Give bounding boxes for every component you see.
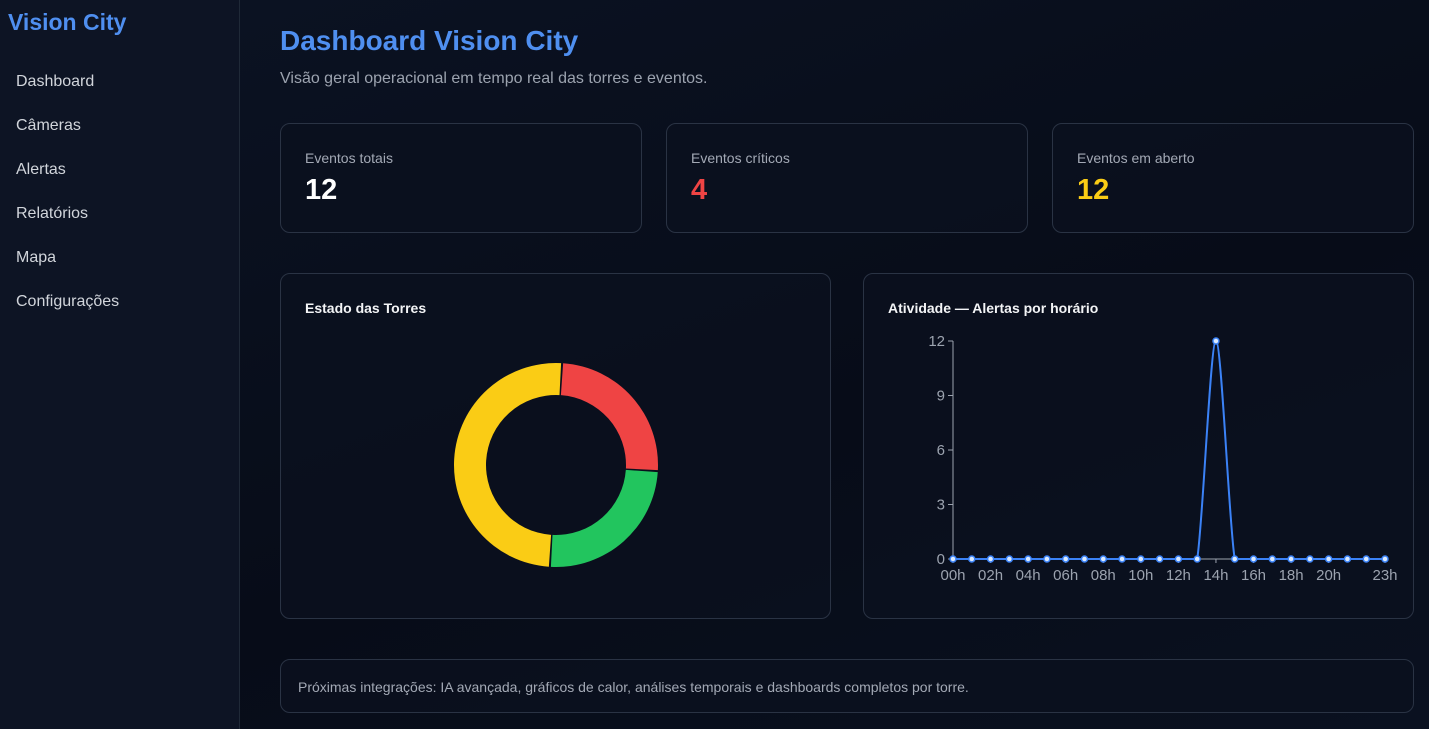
data-point[interactable] xyxy=(1381,555,1389,563)
sidebar-item-dashboard[interactable]: Dashboard xyxy=(16,73,95,90)
x-tick-label: 23h xyxy=(1372,567,1397,584)
x-tick-label: 20h xyxy=(1316,567,1341,584)
main-content: Dashboard Vision City Visão geral operac… xyxy=(240,0,1429,729)
data-point[interactable] xyxy=(1080,555,1089,563)
data-point[interactable] xyxy=(1230,555,1239,563)
data-point[interactable] xyxy=(1249,555,1258,563)
y-tick-label: 9 xyxy=(937,388,945,405)
stat-value: 12 xyxy=(1077,174,1110,206)
y-tick-label: 3 xyxy=(937,497,945,514)
stat-card-critical-events: Eventos críticos 4 xyxy=(666,123,1028,233)
page-title: Dashboard Vision City xyxy=(280,25,579,56)
donut-slice-red[interactable] xyxy=(560,363,658,471)
series-line xyxy=(953,339,1385,560)
donut-slice-green[interactable] xyxy=(550,469,658,567)
sidebar: Vision City Dashboard Câmeras Alertas Re… xyxy=(0,0,240,729)
stat-label: Eventos totais xyxy=(305,150,393,166)
x-tick-label: 14h xyxy=(1203,567,1228,584)
tower-status-panel: Estado das Torres xyxy=(280,273,831,619)
data-point[interactable] xyxy=(1137,555,1145,563)
brand-logo[interactable]: Vision City xyxy=(8,9,127,35)
panel-title: Atividade — Alertas por horário xyxy=(888,300,1099,316)
sidebar-item-map[interactable]: Mapa xyxy=(16,249,57,266)
data-point[interactable] xyxy=(1268,555,1277,563)
line-chart: 0 3 6 9 12 00h 02h 04h 06h 08h 10h 12h 14h 16h 18h 20h 2… xyxy=(928,333,1397,584)
data-point[interactable] xyxy=(1024,555,1032,563)
data-point[interactable] xyxy=(1324,555,1333,563)
x-tick-label: 16h xyxy=(1241,567,1266,584)
x-tick-label: 04h xyxy=(1016,567,1041,584)
x-tick-label: 10h xyxy=(1128,567,1153,584)
sidebar-item-settings[interactable]: Configurações xyxy=(16,293,120,310)
data-point[interactable] xyxy=(986,555,995,563)
donut-slice-yellow[interactable] xyxy=(453,362,562,567)
donut-chart xyxy=(453,362,658,567)
panel-title: Estado das Torres xyxy=(305,300,427,316)
x-tick-label: 18h xyxy=(1279,567,1304,584)
y-tick-label: 6 xyxy=(937,442,945,459)
stat-value: 4 xyxy=(691,174,708,206)
x-tick-label: 00h xyxy=(940,567,965,584)
x-tick-label: 06h xyxy=(1053,567,1078,584)
page-subtitle: Visão geral operacional em tempo real da… xyxy=(280,70,708,87)
data-point[interactable] xyxy=(1362,555,1370,563)
x-tick-label: 02h xyxy=(978,567,1003,584)
data-point[interactable] xyxy=(968,555,976,563)
data-point[interactable] xyxy=(1212,337,1220,345)
sidebar-item-cameras[interactable]: Câmeras xyxy=(16,117,81,134)
stat-label: Eventos em aberto xyxy=(1077,150,1195,166)
data-point[interactable] xyxy=(1155,555,1164,563)
data-point[interactable] xyxy=(1306,555,1314,563)
data-point[interactable] xyxy=(949,555,957,563)
data-point[interactable] xyxy=(1174,555,1183,563)
data-point[interactable] xyxy=(1099,555,1108,563)
data-point[interactable] xyxy=(1043,555,1051,563)
y-tick-label: 0 xyxy=(937,551,945,568)
stat-value: 12 xyxy=(305,174,338,206)
stat-card-total-events: Eventos totais 12 xyxy=(280,123,642,233)
stat-card-open-events: Eventos em aberto 12 xyxy=(1052,123,1414,233)
info-banner-text: Próximas integrações: IA avançada, gráfi… xyxy=(298,679,969,695)
x-tick-label: 08h xyxy=(1091,567,1116,584)
sidebar-item-reports[interactable]: Relatórios xyxy=(16,205,89,222)
y-tick-label: 12 xyxy=(928,333,945,350)
x-tick-label: 12h xyxy=(1166,567,1191,584)
data-point[interactable] xyxy=(1193,555,1201,563)
data-point[interactable] xyxy=(1005,555,1014,563)
stat-label: Eventos críticos xyxy=(691,150,790,166)
data-point[interactable] xyxy=(1061,555,1070,563)
data-point[interactable] xyxy=(1118,555,1126,563)
info-banner: Próximas integrações: IA avançada, gráfi… xyxy=(280,659,1414,713)
data-point[interactable] xyxy=(1287,555,1295,563)
data-point[interactable] xyxy=(1343,555,1352,563)
activity-panel: Atividade — Alertas por horário 0 3 6 9 12 00… xyxy=(863,273,1414,619)
sidebar-nav: Dashboard Câmeras Alertas Relatórios Map… xyxy=(0,60,239,324)
sidebar-item-alerts[interactable]: Alertas xyxy=(16,161,66,178)
